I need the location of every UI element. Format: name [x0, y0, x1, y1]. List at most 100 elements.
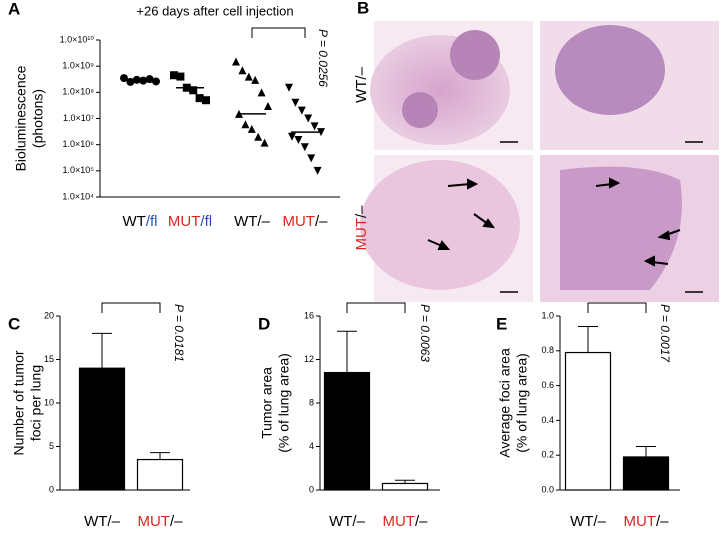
- panel-label: B: [357, 0, 369, 17]
- data-point: [251, 75, 260, 84]
- data-point: [288, 132, 296, 141]
- bar: [381, 482, 429, 491]
- y-axis-label: Bioluminescence: [13, 65, 29, 171]
- x-tick-label: WT/–: [234, 213, 270, 230]
- significance-bracket: [251, 27, 306, 38]
- significance-bracket: [587, 302, 647, 313]
- tumor: [555, 25, 665, 115]
- data-point: [232, 57, 240, 66]
- tissue: [360, 160, 520, 290]
- bar: [622, 456, 670, 491]
- data-point: [297, 106, 306, 115]
- chart-3: E Average foci area (% of lung area) 0.0 0.2…: [496, 302, 680, 530]
- data-point: [291, 98, 300, 107]
- y-axis-label: Average foci area: [497, 348, 513, 458]
- scale-bars: [500, 141, 703, 293]
- y-tick-label: 10: [44, 397, 54, 407]
- y-tick-label: 4: [309, 441, 314, 451]
- y-tick-label: 1.0×10⁴: [62, 191, 94, 201]
- data-point: [244, 72, 253, 81]
- p-value: P = 0.0256: [316, 29, 330, 87]
- y-tick-label: 1.0×10⁹: [62, 61, 94, 71]
- panel-label: A: [8, 0, 20, 18]
- data-point: [304, 114, 313, 123]
- bar: [323, 371, 371, 491]
- data-point: [264, 102, 272, 111]
- y-tick-label: 0: [309, 484, 314, 494]
- y-tick-label: 15: [44, 354, 54, 364]
- chart-1: C Number of tumor foci per lung 0 5 10 15 20 WT/…: [8, 302, 190, 530]
- panel-label: E: [496, 314, 507, 333]
- data-point: [170, 71, 178, 80]
- y-tick-label: 0.2: [541, 450, 554, 460]
- data-point: [241, 120, 250, 129]
- y-tick-label: 1.0×10¹⁰: [60, 34, 95, 44]
- data-point: [260, 138, 269, 147]
- panel-label: D: [258, 314, 270, 333]
- y-tick-label: 1.0×10⁶: [63, 139, 95, 149]
- x-tick-label: MUT/fl: [168, 213, 212, 230]
- data-point: [254, 132, 263, 141]
- histology-panel: B WT/– MUT/–: [353, 0, 719, 302]
- p-value: P = 0.0017: [658, 304, 672, 363]
- data-point: [152, 77, 160, 86]
- data-point: [285, 83, 293, 92]
- data-point: [139, 76, 148, 85]
- significance-bracket: [346, 302, 406, 313]
- row-label: WT/–: [353, 66, 370, 102]
- y-tick-label: 0.6: [541, 380, 554, 390]
- data-point: [317, 128, 325, 137]
- chart-title: +26 days after cell injection: [136, 3, 293, 18]
- y-tick-label: 1.0×10⁸: [62, 87, 94, 97]
- x-tick-label: MUT/–: [282, 213, 328, 230]
- data-point: [307, 154, 316, 163]
- y-tick-label: 0: [49, 484, 54, 494]
- x-tick-label: WT/–: [84, 513, 120, 530]
- data-point: [195, 94, 204, 103]
- y-tick-label: 1.0×10⁵: [62, 165, 94, 175]
- y-axis-label: Tumor area: [259, 367, 275, 439]
- chart-2: D Tumor area (% of lung area) 0 4 8 12 16 WT/– MU…: [258, 302, 440, 530]
- data-point: [257, 88, 266, 97]
- x-tick-label: WT/–: [329, 513, 365, 530]
- data-point: [202, 96, 210, 105]
- bar: [136, 458, 184, 491]
- tumor: [450, 30, 500, 80]
- data-point: [313, 166, 322, 175]
- x-tick-label: MUT/–: [382, 513, 428, 530]
- chart-0: A +26 days after cell injection Biolumines…: [8, 0, 340, 230]
- bar: [564, 351, 612, 491]
- y-tick-label: 0.0: [541, 484, 554, 494]
- y-tick-label: 8: [309, 397, 314, 407]
- p-value: P = 0.0063: [418, 304, 432, 362]
- significance-bracket: [101, 302, 161, 313]
- y-tick-label: 16: [304, 310, 314, 320]
- data-point: [238, 66, 247, 75]
- row-label: MUT/–: [353, 205, 370, 251]
- x-tick-label: WT/–: [570, 513, 606, 530]
- p-value: P = 0.0181: [172, 304, 186, 362]
- y-tick-label: 20: [44, 310, 54, 320]
- arrows: [427, 177, 681, 267]
- y-tick-label: 0.8: [541, 345, 554, 355]
- tumor: [402, 92, 438, 128]
- data-point: [300, 143, 309, 152]
- y-axis-label: (% of lung area): [276, 353, 292, 453]
- y-axis-label: (% of lung area): [514, 353, 530, 453]
- x-tick-label: WT/fl: [123, 213, 158, 230]
- y-axis-label: (photons): [30, 89, 46, 148]
- y-tick-label: 0.4: [541, 415, 554, 425]
- panel-label: C: [8, 314, 20, 333]
- y-axis-label: foci per lung: [28, 365, 44, 441]
- y-tick-label: 5: [49, 441, 54, 451]
- x-tick-label: MUT/–: [623, 513, 669, 530]
- data-point: [294, 136, 303, 145]
- y-tick-label: 1.0×10⁷: [63, 113, 94, 123]
- y-tick-label: 12: [304, 354, 314, 364]
- y-tick-label: 1.0: [541, 310, 554, 320]
- data-point: [247, 124, 256, 133]
- bar: [78, 367, 126, 491]
- data-point: [176, 72, 185, 81]
- y-axis-label: Number of tumor: [11, 350, 27, 455]
